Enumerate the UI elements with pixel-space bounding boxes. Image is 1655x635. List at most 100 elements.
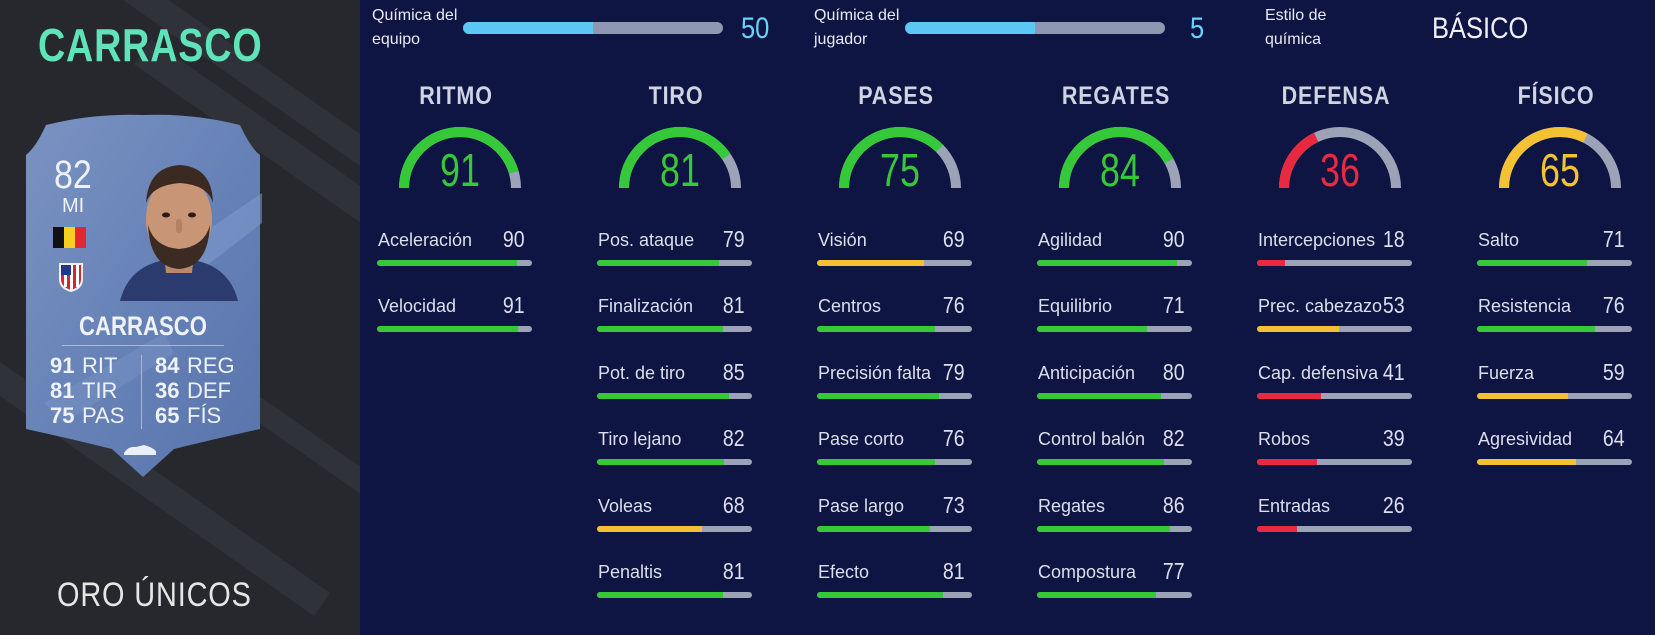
attribute-value: 86 (1163, 492, 1185, 518)
attribute-bar (1037, 326, 1192, 332)
attribute-bar-fill (1257, 326, 1340, 332)
category-value: 84 (1100, 145, 1140, 192)
category-gauge: 65 (1499, 127, 1621, 192)
attribute-bar (1037, 526, 1192, 532)
category-title: DEFENSA (1281, 82, 1391, 110)
player-card[interactable]: 82 MI CARRASCO 91 RIT 81 TIR 75 PAS (24, 113, 262, 479)
club-crest-icon (59, 263, 83, 292)
card-stat: 75 PAS (50, 403, 125, 428)
attribute-value: 77 (1163, 558, 1185, 584)
category-value: 81 (660, 145, 700, 192)
boot-icon (124, 445, 156, 455)
attribute-value: 85 (723, 359, 745, 385)
attribute-name: Compostura (1038, 562, 1137, 582)
player-chemistry-label: Química del jugador (814, 7, 900, 48)
player-panel: CARRASCO 82 MI (0, 0, 360, 635)
attribute-value: 90 (1163, 226, 1185, 252)
attribute-row: Centros 76 (817, 292, 975, 336)
attribute-name: Robos (1258, 429, 1311, 449)
attribute-bar-fill (817, 592, 943, 598)
attribute-value: 82 (723, 425, 745, 451)
attribute-bar-fill (1477, 260, 1588, 266)
attribute-bar (1037, 459, 1192, 465)
category-value: 36 (1320, 145, 1360, 192)
attribute-bar (377, 326, 532, 332)
attribute-bar (1037, 260, 1192, 266)
attribute-name: Finalización (598, 296, 694, 316)
attribute-bar-fill (1257, 459, 1318, 465)
attribute-bar (1477, 260, 1632, 266)
attribute-bar (597, 592, 752, 598)
gauge-fill (839, 127, 944, 189)
card-position: MI (62, 195, 85, 217)
card-rating: 82 (54, 153, 92, 197)
attribute-bar (1037, 592, 1192, 598)
attribute-bar-fill (597, 260, 720, 266)
attribute-value: 82 (1163, 425, 1185, 451)
attribute-value: 59 (1603, 359, 1625, 385)
attribute-name: Centros (818, 296, 882, 316)
category-title: REGATES (1061, 82, 1171, 110)
attribute-value: 71 (1603, 226, 1625, 252)
attribute-name: Pase largo (818, 496, 905, 516)
attribute-bar (597, 459, 752, 465)
attribute-bar (1257, 393, 1412, 399)
card-type-label: ORO ÚNICOS (57, 576, 252, 614)
category-value: 65 (1540, 145, 1580, 192)
card-stat: 65 FÍS (155, 403, 222, 428)
attribute-name: Control balón (1038, 429, 1146, 449)
attribute-bar (1037, 393, 1192, 399)
card-stat: 36 DEF (155, 378, 231, 403)
attribute-value: 81 (723, 558, 745, 584)
attribute-bar-fill (1257, 526, 1298, 532)
attribute-row: Pot. de tiro 85 (597, 359, 755, 403)
attribute-bar-fill (1037, 393, 1161, 399)
category-title: FÍSICO (1517, 82, 1595, 110)
category-title: PASES (858, 82, 934, 110)
attribute-bar-fill (1037, 592, 1157, 598)
attribute-value: 53 (1383, 292, 1405, 318)
attribute-bar-fill (1037, 326, 1148, 332)
attribute-value: 90 (503, 226, 525, 252)
attribute-name: Velocidad (378, 296, 457, 316)
attribute-row: Prec. cabezazo 53 (1257, 292, 1415, 336)
card-divider (141, 355, 142, 429)
attribute-bar (817, 526, 972, 532)
attribute-bar-fill (377, 260, 517, 266)
attribute-value: 69 (943, 226, 965, 252)
category-gauge: 91 (399, 127, 521, 192)
attribute-bar-fill (817, 260, 924, 266)
attribute-bar (1257, 260, 1412, 266)
attribute-row: Efecto 81 (817, 558, 975, 602)
attribute-bar (817, 326, 972, 332)
attribute-name: Efecto (818, 562, 870, 582)
attribute-bar (1477, 393, 1632, 399)
attribute-bar (817, 260, 972, 266)
attribute-value: 76 (943, 425, 965, 451)
category-title: TIRO (648, 82, 704, 110)
attribute-row: Tiro lejano 82 (597, 425, 755, 469)
attribute-value: 91 (503, 292, 525, 318)
attribute-value: 64 (1603, 425, 1625, 451)
chemistry-style-value[interactable]: BÁSICO (1432, 12, 1529, 45)
attribute-bar (597, 393, 752, 399)
chemistry-style-label: Estilo de química (1265, 7, 1327, 48)
attribute-row: Voleas 68 (597, 492, 755, 536)
attribute-bar (817, 393, 972, 399)
attribute-bar-fill (597, 459, 725, 465)
card-divider (62, 345, 224, 346)
attribute-row: Velocidad 91 (377, 292, 535, 336)
attribute-value: 41 (1383, 359, 1405, 385)
attribute-bar-fill (1257, 393, 1321, 399)
attribute-value: 76 (943, 292, 965, 318)
attribute-bar (597, 260, 752, 266)
attribute-name: Pase corto (818, 429, 905, 449)
attribute-bar (1477, 326, 1632, 332)
player-photo (120, 165, 238, 301)
gauge-fill (1499, 127, 1588, 189)
card-stat: 91 RIT (50, 353, 118, 378)
attribute-value: 71 (1163, 292, 1185, 318)
attribute-name: Agilidad (1038, 230, 1103, 250)
attribute-row: Agilidad 90 (1037, 226, 1195, 270)
attribute-value: 81 (943, 558, 965, 584)
